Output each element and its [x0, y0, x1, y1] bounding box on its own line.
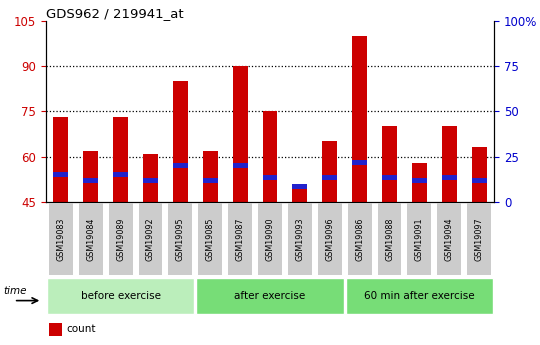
FancyBboxPatch shape — [258, 203, 282, 275]
FancyBboxPatch shape — [348, 203, 372, 275]
Bar — [53, 117, 69, 202]
FancyBboxPatch shape — [47, 278, 194, 314]
FancyBboxPatch shape — [79, 203, 103, 275]
Bar — [203, 150, 218, 202]
Bar — [472, 148, 487, 202]
Text: GSM19087: GSM19087 — [235, 217, 245, 261]
Bar — [53, 172, 69, 177]
FancyBboxPatch shape — [196, 278, 344, 314]
Bar — [113, 117, 128, 202]
Bar — [83, 178, 98, 184]
FancyBboxPatch shape — [437, 203, 461, 275]
Bar — [442, 175, 457, 180]
Bar — [233, 163, 247, 168]
Text: GDS962 / 219941_at: GDS962 / 219941_at — [46, 7, 184, 20]
Text: before exercise: before exercise — [80, 291, 160, 301]
Bar — [143, 154, 158, 202]
Text: GSM19097: GSM19097 — [475, 217, 484, 261]
Text: GSM19095: GSM19095 — [176, 217, 185, 261]
Bar — [203, 178, 218, 184]
Text: GSM19094: GSM19094 — [445, 217, 454, 261]
Bar — [322, 141, 337, 202]
Bar — [173, 163, 188, 168]
Bar — [233, 66, 247, 202]
Text: GSM19088: GSM19088 — [385, 217, 394, 260]
FancyBboxPatch shape — [168, 203, 192, 275]
Bar — [382, 175, 397, 180]
FancyBboxPatch shape — [109, 203, 132, 275]
Bar — [322, 175, 337, 180]
Text: GSM19083: GSM19083 — [56, 217, 65, 260]
Text: GSM19086: GSM19086 — [355, 217, 364, 260]
Text: 60 min after exercise: 60 min after exercise — [364, 291, 475, 301]
FancyBboxPatch shape — [288, 203, 312, 275]
Text: GSM19090: GSM19090 — [266, 217, 274, 261]
Bar — [113, 172, 128, 177]
Text: time: time — [4, 286, 27, 296]
FancyBboxPatch shape — [467, 203, 491, 275]
Bar — [352, 36, 367, 202]
FancyBboxPatch shape — [346, 278, 493, 314]
Bar — [49, 323, 62, 336]
Bar — [442, 126, 457, 202]
Bar — [293, 187, 307, 202]
Bar — [83, 150, 98, 202]
Text: GSM19091: GSM19091 — [415, 217, 424, 261]
Bar — [262, 175, 278, 180]
Text: GSM19096: GSM19096 — [325, 217, 334, 261]
Text: GSM19085: GSM19085 — [206, 217, 215, 261]
Bar — [293, 184, 307, 189]
Bar — [143, 178, 158, 184]
Bar — [352, 160, 367, 165]
Text: GSM19089: GSM19089 — [116, 217, 125, 261]
Bar — [412, 162, 427, 202]
Bar — [382, 126, 397, 202]
Text: GSM19084: GSM19084 — [86, 217, 95, 260]
Bar — [472, 178, 487, 184]
FancyBboxPatch shape — [408, 203, 431, 275]
FancyBboxPatch shape — [228, 203, 252, 275]
Text: after exercise: after exercise — [234, 291, 306, 301]
Bar — [262, 111, 278, 202]
Bar — [412, 178, 427, 184]
FancyBboxPatch shape — [49, 203, 73, 275]
FancyBboxPatch shape — [377, 203, 401, 275]
Text: GSM19092: GSM19092 — [146, 217, 155, 261]
FancyBboxPatch shape — [198, 203, 222, 275]
FancyBboxPatch shape — [318, 203, 342, 275]
FancyBboxPatch shape — [139, 203, 163, 275]
Text: GSM19093: GSM19093 — [295, 217, 305, 261]
Text: count: count — [66, 325, 96, 334]
Bar — [173, 81, 188, 202]
